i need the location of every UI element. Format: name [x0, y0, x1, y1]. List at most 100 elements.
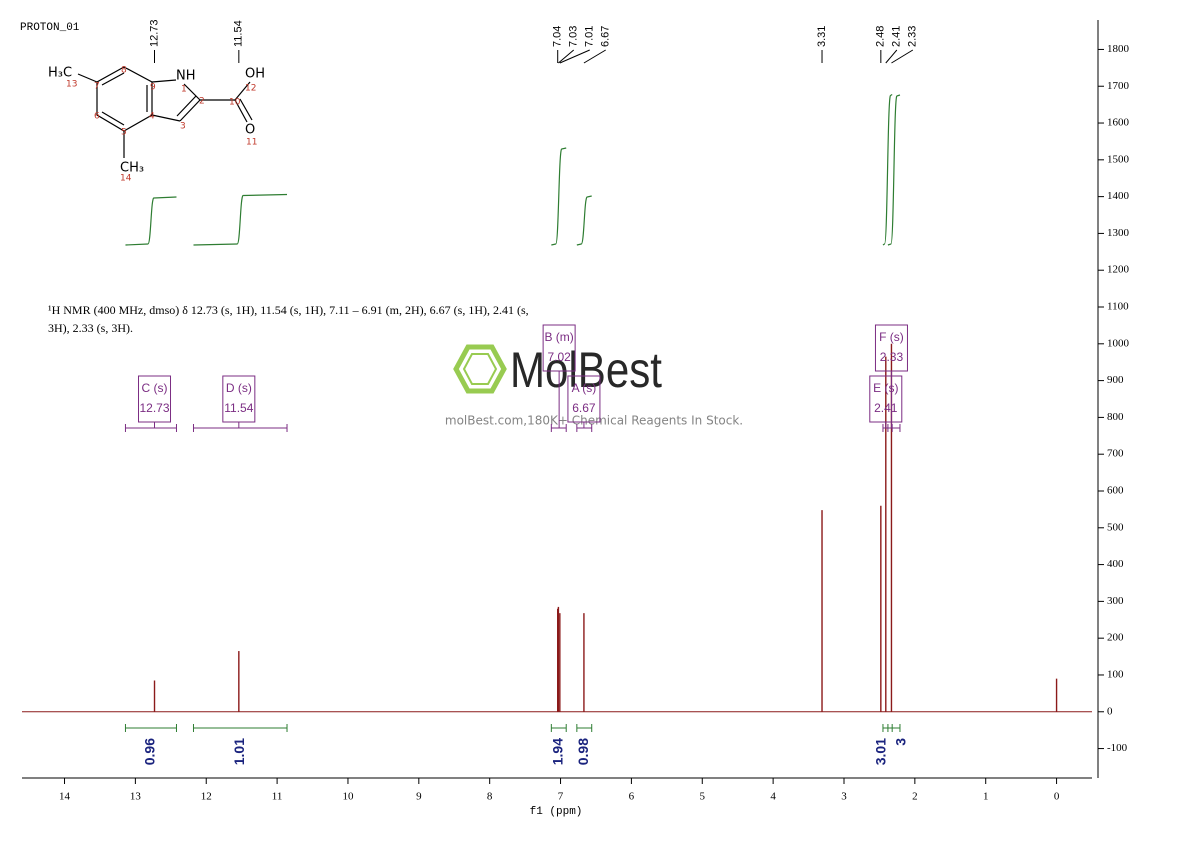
x-tick-label: 7: [558, 791, 564, 803]
y-tick-label: 1800: [1107, 43, 1130, 55]
integral-label: 1.01: [231, 738, 247, 765]
peak-label-leader: [583, 49, 606, 64]
peak-label: 2.48: [875, 26, 887, 47]
bond: [151, 114, 181, 122]
atom-number: 9: [150, 83, 156, 93]
y-tick-label: 1600: [1107, 117, 1130, 129]
x-axis-label: f1 (ppm): [530, 806, 583, 818]
y-tick-label: -100: [1107, 742, 1128, 754]
atom-number: 14: [120, 174, 132, 184]
multiplet-shift: 7.02: [547, 350, 571, 364]
multiplet-box: [874, 324, 908, 372]
bond: [179, 99, 201, 122]
x-tick-label: 5: [700, 791, 706, 803]
atom-label: NH: [176, 69, 196, 84]
multiplet-label: D (s): [226, 381, 252, 395]
multiplet-box: [542, 324, 576, 372]
multiplet-box: [869, 375, 903, 423]
bond: [151, 79, 177, 83]
x-tick-label: 2: [912, 791, 918, 803]
peak-label-leader: [885, 49, 898, 64]
y-tick-label: 200: [1107, 632, 1124, 644]
structure: H₃C NH OH O CH₃ 13 8 9 1 7 2 10 12 6 4 3…: [48, 66, 265, 184]
peak-label: 2.33: [907, 26, 919, 47]
multiplet-shift: 2.41: [874, 401, 898, 415]
atom-number: 5: [121, 128, 127, 138]
atom-label: O: [245, 123, 255, 138]
integral-curve: [887, 94, 901, 246]
x-tick-label: 3: [841, 791, 847, 803]
x-tick-label: 8: [487, 791, 493, 803]
logo: [462, 353, 498, 385]
integral-label: 3.01: [872, 738, 888, 765]
multiplet-shift: 12.73: [139, 401, 169, 415]
y-tick-label: 700: [1107, 448, 1124, 460]
y-tick-label: 1100: [1107, 301, 1129, 313]
x-tick-label: 0: [1054, 791, 1060, 803]
y-tick-label: 900: [1107, 374, 1124, 386]
bond: [234, 99, 248, 123]
logo: [453, 344, 507, 394]
atom-label: H₃C: [48, 66, 72, 81]
integral-curve: [551, 147, 567, 246]
description: ¹H NMR (400 MHz, dmso) δ 12.73 (s, 1H), …: [48, 303, 529, 317]
peak-label: 2.41: [891, 26, 903, 47]
x-tick-label: 12: [201, 791, 212, 803]
y-tick-label: 800: [1107, 411, 1124, 423]
integral-curve: [193, 193, 288, 246]
x-tick-label: 6: [629, 791, 635, 803]
x-tick-label: 13: [130, 791, 142, 803]
x-tick-label: 14: [59, 791, 71, 803]
x-tick-label: 4: [770, 791, 776, 803]
y-tick-label: 1700: [1107, 80, 1130, 92]
multiplet-box: [138, 375, 172, 423]
multiplet-box: [567, 375, 601, 423]
brand: MolBest: [510, 342, 662, 398]
atom-number: 7: [94, 82, 100, 92]
integral-curve: [576, 195, 592, 246]
peak-label: 7.03: [568, 26, 580, 47]
bond: [101, 72, 125, 86]
multiplet-label: E (s): [873, 381, 898, 395]
x-tick-label: 10: [342, 791, 354, 803]
multiplet-label: B (m): [544, 330, 573, 344]
x-tick-label: 9: [416, 791, 422, 803]
multiplet-label: A (s): [572, 381, 597, 395]
integral-curve: [125, 196, 177, 246]
peak-label-leader: [558, 49, 575, 64]
y-tick-label: 1400: [1107, 190, 1130, 202]
tagline: molBest.com,180K+ Chemical Reagents In S…: [445, 414, 743, 428]
x-tick-label: 1: [983, 791, 989, 803]
atom-number: 3: [180, 122, 186, 132]
atom-number: 11: [246, 138, 257, 148]
peak-label: 6.67: [600, 26, 612, 47]
y-tick-label: 1300: [1107, 227, 1130, 239]
peak-label: 3.31: [816, 26, 828, 47]
bond: [96, 66, 153, 132]
atom-number: 13: [66, 80, 77, 90]
multiplet-shift: 11.54: [224, 401, 253, 415]
bond: [101, 111, 125, 126]
peak-label-leader: [559, 49, 590, 64]
integral-label: 3: [893, 738, 909, 746]
multiplet-shift: 6.67: [572, 401, 596, 415]
chart-title: PROTON_01: [20, 22, 80, 34]
x-tick-label: 11: [272, 791, 283, 803]
atom-number: 10: [229, 98, 241, 108]
y-tick-label: 400: [1107, 558, 1124, 570]
peak-label-leader: [891, 49, 914, 64]
y-tick-label: 1000: [1107, 337, 1130, 349]
integral-label: 1.94: [549, 738, 565, 765]
integral-label: 0.96: [142, 738, 158, 765]
y-tick-label: 600: [1107, 485, 1124, 497]
peak-label: 7.01: [584, 26, 596, 47]
bond: [234, 81, 251, 101]
multiplet-shift: 2.33: [880, 350, 904, 364]
atom-number: 8: [121, 66, 127, 76]
y-tick-label: 300: [1107, 595, 1124, 607]
y-tick-label: 1500: [1107, 153, 1130, 165]
bond: [239, 98, 253, 121]
atom-label: OH: [245, 67, 265, 82]
peak-label: 11.54: [233, 20, 245, 47]
